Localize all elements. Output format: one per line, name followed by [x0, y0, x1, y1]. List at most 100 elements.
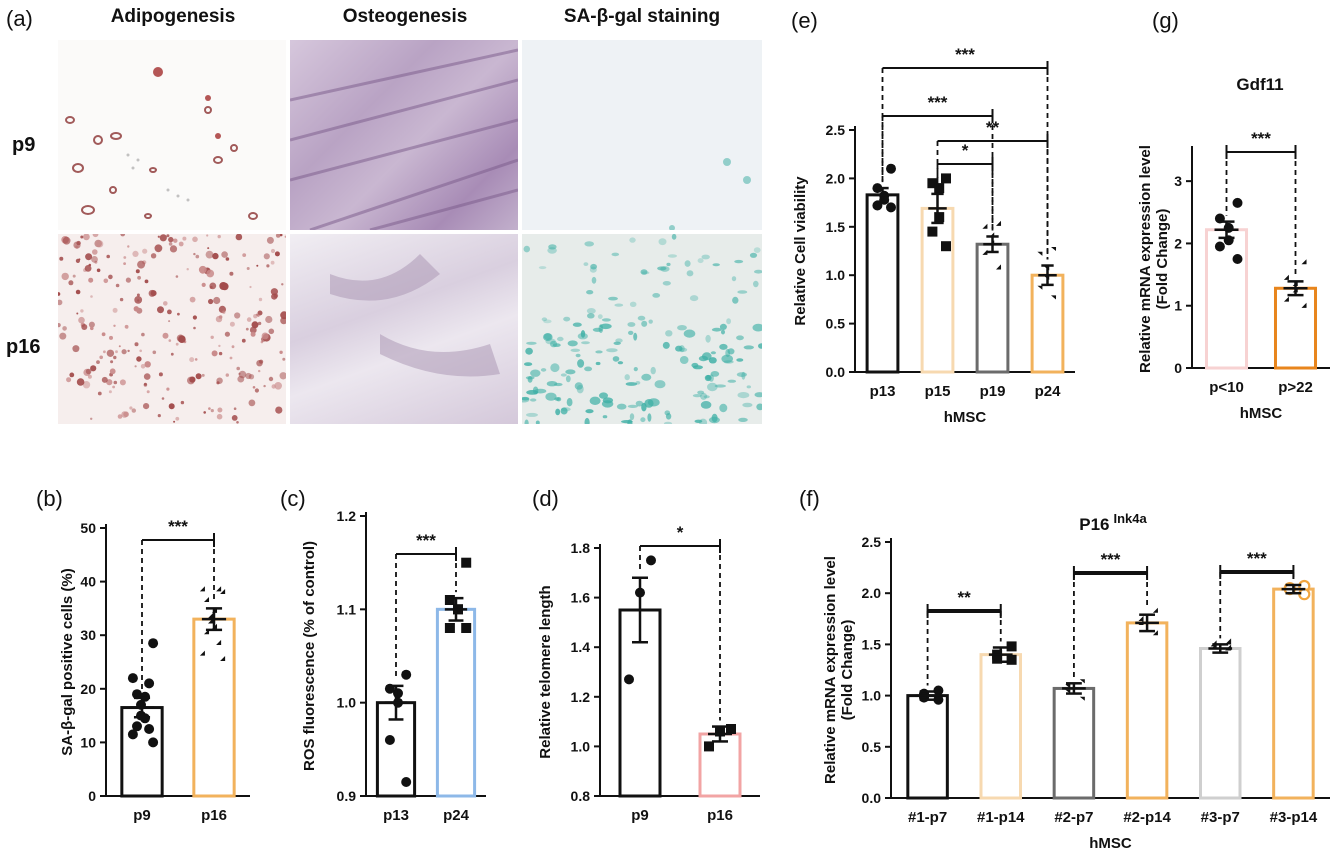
y-tick-label: 10: [80, 734, 96, 750]
chart-panel-c: (c) 0.9 1.0 1.1 1.2 ROS fluorescence (% of co…: [280, 486, 486, 824]
significance-label: ***: [928, 93, 948, 112]
y-tick-label: 1.0: [337, 695, 357, 711]
y-axis-label: Relative mRNA expression level: [1137, 145, 1154, 373]
data-point: [199, 650, 205, 656]
x-tick-label: p9: [133, 807, 151, 824]
panel-a-label: (a): [6, 6, 33, 31]
chart-d-content: (d) 0.8 1.0 1.2 1.4 1.6 1.8 Relative telomere l…: [532, 486, 760, 824]
data-point: [216, 586, 222, 592]
micrograph-adipogenesis-p9: [58, 40, 286, 230]
data-point: [1214, 241, 1225, 252]
y-tick-label: 1.0: [826, 267, 846, 283]
chart-c-content: (c) 0.9 1.0 1.1 1.2 ROS fluorescence (% of co…: [280, 486, 486, 824]
data-point: [148, 737, 159, 748]
data-point: [1232, 254, 1243, 264]
row-label-p16: p16: [6, 336, 41, 358]
data-point: [1225, 638, 1232, 645]
chart-panel-e: (e) 0.0 0.5 1.0 1.5 2.0 2.5 Relative Cell viabi…: [791, 8, 1075, 426]
chart-panel-g: (g) Gdf11 0 1 2 3 Relative mRNA expression lev…: [1137, 8, 1330, 422]
y-tick-label: 2: [1174, 235, 1182, 251]
data-point: [384, 735, 395, 745]
bar-#1-p14: [979, 653, 1023, 800]
data-point: [982, 249, 988, 255]
significance-label: ***: [955, 45, 975, 64]
y-tick-label: 1.0: [862, 688, 882, 704]
micrograph-sa-beta-gal-p9: [522, 40, 762, 230]
y-tick-label: 20: [80, 681, 96, 697]
bar-#2-p7: [1052, 686, 1096, 800]
significance-label: **: [958, 588, 972, 607]
data-point: [1301, 302, 1307, 308]
data-point: [982, 223, 988, 229]
data-point: [996, 220, 1002, 226]
y-tick-label: 2.5: [826, 122, 846, 138]
x-tick-label: p13: [383, 807, 409, 824]
x-tick-label: p19: [980, 383, 1006, 400]
y-tick-label: 30: [80, 627, 96, 643]
data-point: [1301, 259, 1307, 265]
bar-#3-p7: [1198, 646, 1242, 800]
data-point: [1006, 641, 1017, 652]
panel-label: (d): [532, 486, 559, 511]
row-label-p9: p9: [12, 134, 36, 156]
panel-label: (e): [791, 8, 818, 33]
data-point: [624, 674, 634, 685]
micrograph-osteogenesis-p9: [290, 40, 518, 230]
data-point: [1232, 197, 1243, 208]
data-point: [933, 685, 944, 696]
data-point: [444, 623, 455, 633]
significance-label: ***: [168, 517, 188, 536]
data-point: [220, 656, 226, 662]
bar-p24: [435, 607, 477, 798]
data-point: [1006, 654, 1017, 665]
data-point: [444, 595, 455, 605]
data-point: [726, 724, 736, 734]
data-point: [1051, 247, 1057, 252]
data-point: [941, 173, 951, 184]
data-point: [144, 724, 155, 734]
significance-label: ***: [1101, 550, 1121, 569]
y-axis-label: (Fold Change): [1154, 209, 1171, 310]
x-tick-label: p16: [201, 807, 227, 824]
data-point: [132, 721, 142, 732]
y-tick-label: 1: [1174, 298, 1182, 314]
y-tick-label: 1.1: [337, 601, 357, 617]
y-tick-label: 1.6: [571, 590, 591, 606]
micrograph-sa-beta-gal-p16: [522, 234, 762, 424]
data-point: [1079, 696, 1085, 701]
panel-label: (g): [1152, 8, 1179, 33]
data-point: [934, 183, 945, 194]
data-point: [401, 777, 412, 787]
micrograph-osteogenesis-p16: [290, 234, 518, 424]
bar-p<10: [1204, 228, 1249, 370]
chart-panel-b: (b) 0 10 20 30 40 50 SA-β-gal positive cells (%…: [36, 486, 250, 824]
chart-title-superscript: Ink4a: [1114, 511, 1148, 526]
y-tick-label: 2.0: [862, 585, 882, 601]
x-tick-label: p15: [925, 383, 951, 400]
chart-title: Gdf11: [1236, 75, 1283, 94]
x-tick-label: #3-p14: [1270, 809, 1318, 826]
significance-label: ***: [1247, 549, 1267, 568]
x-tick-label: p<10: [1209, 379, 1244, 396]
data-point: [992, 653, 1003, 664]
y-tick-label: 0.5: [862, 739, 882, 755]
data-point: [933, 694, 944, 705]
data-point: [199, 586, 205, 592]
data-point: [941, 241, 951, 252]
bar-p16: [192, 617, 236, 798]
significance-label: ***: [1251, 129, 1271, 148]
data-point: [216, 639, 222, 645]
y-tick-label: 1.2: [337, 508, 357, 524]
data-point: [1037, 285, 1043, 290]
bar-p13: [865, 193, 900, 374]
x-tick-label: p9: [631, 807, 649, 824]
data-point: [127, 673, 138, 684]
y-tick-label: 1.5: [862, 636, 882, 652]
data-point: [127, 729, 138, 740]
column-header-osteogenesis: Osteogenesis: [342, 6, 468, 27]
y-tick-label: 1.4: [571, 639, 591, 655]
column-header-adipogenesis: Adipogenesis: [110, 6, 236, 27]
data-point: [204, 597, 210, 603]
chart-f-content: (f) P16 Ink4a 0.0 0.5 1.0 1.5 2.0 2.5 Relative mR…: [799, 486, 1330, 852]
